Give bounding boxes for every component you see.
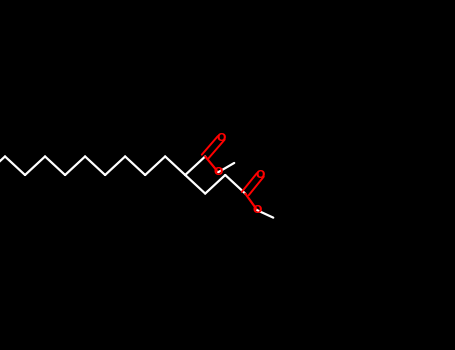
Text: O: O xyxy=(217,133,226,143)
Text: O: O xyxy=(213,167,223,177)
Text: O: O xyxy=(256,170,265,180)
Text: O: O xyxy=(253,205,262,215)
